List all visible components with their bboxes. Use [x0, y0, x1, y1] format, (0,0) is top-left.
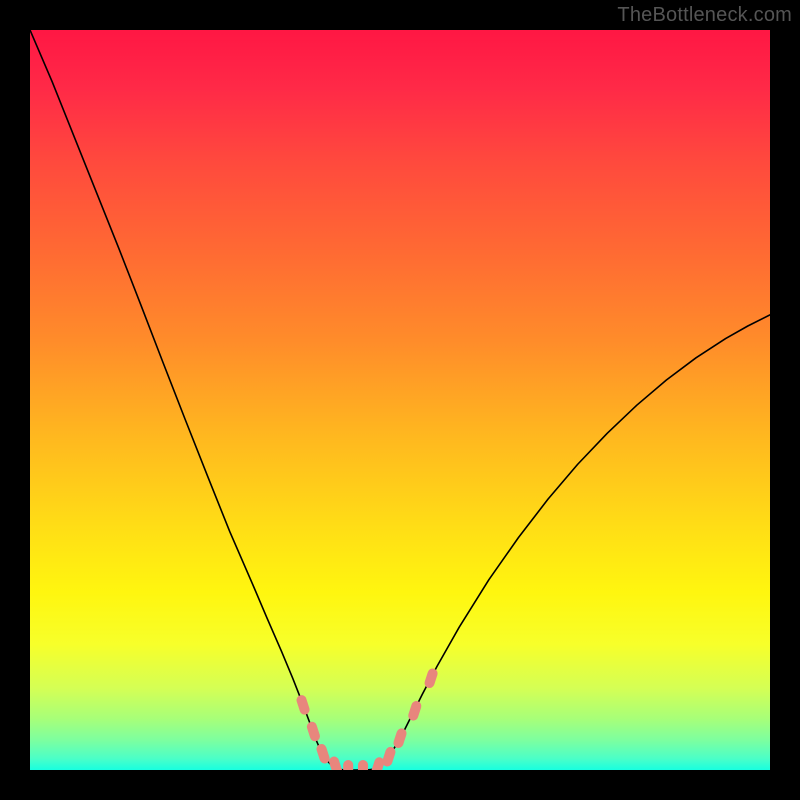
- chart-background: [30, 30, 770, 770]
- chart-svg: [30, 30, 770, 770]
- highlight-marker: [358, 760, 368, 770]
- plot-area: [30, 30, 770, 770]
- highlight-marker: [343, 760, 353, 770]
- watermark-label: TheBottleneck.com: [617, 4, 792, 27]
- chart-canvas: TheBottleneck.com: [0, 0, 800, 800]
